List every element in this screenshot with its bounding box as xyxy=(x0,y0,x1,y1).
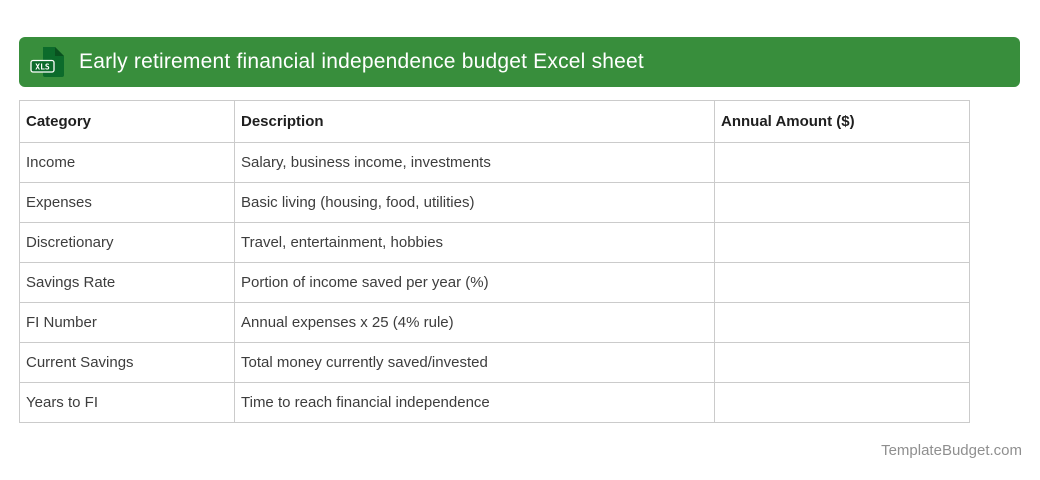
category-cell: Expenses xyxy=(19,182,235,223)
category-cell: Years to FI xyxy=(19,382,235,423)
category-cell: Discretionary xyxy=(19,222,235,263)
xls-badge xyxy=(30,59,55,73)
budget-table: Category Description Annual Amount ($) I… xyxy=(19,100,970,423)
category-cell: Savings Rate xyxy=(19,262,235,303)
description-cell: Annual expenses x 25 (4% rule) xyxy=(234,302,715,343)
file-fold xyxy=(55,47,64,56)
page-title: Early retirement financial independence … xyxy=(79,50,644,73)
description-cell: Salary, business income, investments xyxy=(234,142,715,183)
amount-cell xyxy=(714,262,970,303)
table-row: Years to FI Time to reach financial inde… xyxy=(19,382,970,423)
description-cell: Travel, entertainment, hobbies xyxy=(234,222,715,263)
column-header-description: Description xyxy=(234,100,715,143)
amount-cell xyxy=(714,182,970,223)
table-row: Savings Rate Portion of income saved per… xyxy=(19,262,970,303)
description-cell: Total money currently saved/invested xyxy=(234,342,715,383)
table-row: Discretionary Travel, entertainment, hob… xyxy=(19,222,970,263)
description-cell: Basic living (housing, food, utilities) xyxy=(234,182,715,223)
description-cell: Time to reach financial independence xyxy=(234,382,715,423)
category-cell: Income xyxy=(19,142,235,183)
category-cell: Current Savings xyxy=(19,342,235,383)
xls-badge-label: XLS xyxy=(35,63,50,72)
column-header-category: Category xyxy=(19,100,235,143)
table-row: Current Savings Total money currently sa… xyxy=(19,342,970,383)
amount-cell xyxy=(714,302,970,343)
amount-cell xyxy=(714,342,970,383)
amount-cell xyxy=(714,142,970,183)
xls-file-icon: XLS xyxy=(30,47,64,77)
amount-cell xyxy=(714,222,970,263)
footer-site-text: TemplateBudget.com xyxy=(881,442,1022,459)
column-header-annual-amount: Annual Amount ($) xyxy=(714,100,970,143)
title-bar: XLS Early retirement financial independe… xyxy=(19,37,1020,87)
description-cell: Portion of income saved per year (%) xyxy=(234,262,715,303)
table-row: FI Number Annual expenses x 25 (4% rule) xyxy=(19,302,970,343)
amount-cell xyxy=(714,382,970,423)
category-cell: FI Number xyxy=(19,302,235,343)
table-row: Expenses Basic living (housing, food, ut… xyxy=(19,182,970,223)
table-header-row: Category Description Annual Amount ($) xyxy=(19,100,970,143)
table-row: Income Salary, business income, investme… xyxy=(19,142,970,183)
